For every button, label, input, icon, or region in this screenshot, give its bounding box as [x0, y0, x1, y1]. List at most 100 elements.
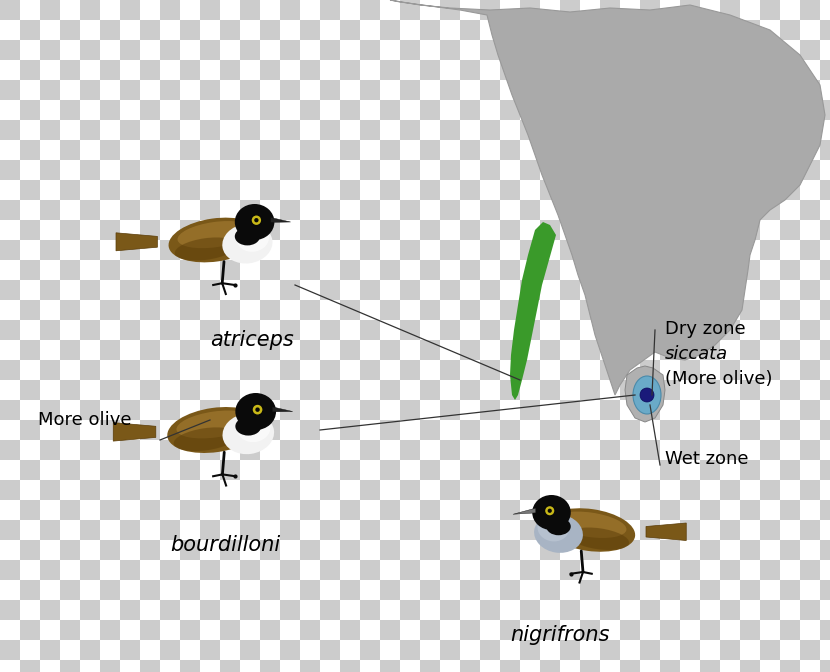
- Bar: [460, 140, 480, 160]
- Bar: [0, 520, 20, 540]
- Ellipse shape: [175, 237, 237, 261]
- Bar: [300, 60, 320, 80]
- Bar: [760, 480, 780, 500]
- Bar: [540, 240, 560, 260]
- Bar: [500, 400, 520, 420]
- Bar: [580, 540, 600, 560]
- Bar: [540, 500, 560, 520]
- Bar: [820, 180, 830, 200]
- Bar: [280, 60, 300, 80]
- Bar: [480, 100, 500, 120]
- Bar: [540, 620, 560, 640]
- Bar: [360, 660, 380, 672]
- Bar: [640, 380, 660, 400]
- Bar: [360, 40, 380, 60]
- Bar: [160, 660, 180, 672]
- Bar: [280, 380, 300, 400]
- Bar: [720, 0, 740, 20]
- Bar: [760, 580, 780, 600]
- Bar: [440, 160, 460, 180]
- Bar: [560, 140, 580, 160]
- Bar: [820, 240, 830, 260]
- Bar: [520, 280, 540, 300]
- Bar: [180, 480, 200, 500]
- Bar: [340, 100, 360, 120]
- Bar: [560, 60, 580, 80]
- Bar: [440, 540, 460, 560]
- Bar: [740, 260, 760, 280]
- Bar: [40, 620, 60, 640]
- Bar: [0, 280, 20, 300]
- Bar: [200, 140, 220, 160]
- Bar: [180, 600, 200, 620]
- Bar: [160, 140, 180, 160]
- Bar: [240, 480, 260, 500]
- Bar: [520, 60, 540, 80]
- Bar: [620, 0, 640, 20]
- Bar: [280, 20, 300, 40]
- Bar: [720, 80, 740, 100]
- Bar: [620, 440, 640, 460]
- Bar: [420, 400, 440, 420]
- Bar: [320, 620, 340, 640]
- Bar: [440, 240, 460, 260]
- Bar: [300, 180, 320, 200]
- Bar: [480, 580, 500, 600]
- Bar: [500, 600, 520, 620]
- Bar: [720, 420, 740, 440]
- Bar: [20, 580, 40, 600]
- Bar: [180, 460, 200, 480]
- Bar: [580, 480, 600, 500]
- Bar: [660, 80, 680, 100]
- Bar: [460, 60, 480, 80]
- Bar: [180, 500, 200, 520]
- Bar: [480, 20, 500, 40]
- Bar: [740, 620, 760, 640]
- Bar: [580, 60, 600, 80]
- Bar: [40, 440, 60, 460]
- Bar: [220, 300, 240, 320]
- Bar: [580, 400, 600, 420]
- Bar: [200, 360, 220, 380]
- Bar: [180, 160, 200, 180]
- Bar: [520, 320, 540, 340]
- Bar: [600, 220, 620, 240]
- Bar: [340, 400, 360, 420]
- Bar: [60, 320, 80, 340]
- Bar: [820, 100, 830, 120]
- Bar: [520, 400, 540, 420]
- Bar: [220, 160, 240, 180]
- Bar: [640, 60, 660, 80]
- Bar: [740, 60, 760, 80]
- Bar: [420, 300, 440, 320]
- Bar: [700, 440, 720, 460]
- Bar: [480, 80, 500, 100]
- Bar: [780, 280, 800, 300]
- Bar: [800, 420, 820, 440]
- Bar: [400, 200, 420, 220]
- Bar: [340, 160, 360, 180]
- Bar: [360, 640, 380, 660]
- Bar: [540, 540, 560, 560]
- Bar: [0, 0, 20, 20]
- Bar: [80, 500, 100, 520]
- Text: More olive: More olive: [38, 411, 131, 429]
- Bar: [400, 480, 420, 500]
- Bar: [800, 60, 820, 80]
- Bar: [40, 640, 60, 660]
- Bar: [460, 500, 480, 520]
- Bar: [780, 460, 800, 480]
- Bar: [160, 440, 180, 460]
- Bar: [200, 240, 220, 260]
- Bar: [460, 40, 480, 60]
- Bar: [160, 200, 180, 220]
- Bar: [60, 60, 80, 80]
- Bar: [20, 600, 40, 620]
- Bar: [80, 560, 100, 580]
- Bar: [100, 80, 120, 100]
- Bar: [300, 240, 320, 260]
- Bar: [780, 260, 800, 280]
- Bar: [520, 40, 540, 60]
- Bar: [420, 360, 440, 380]
- Bar: [580, 620, 600, 640]
